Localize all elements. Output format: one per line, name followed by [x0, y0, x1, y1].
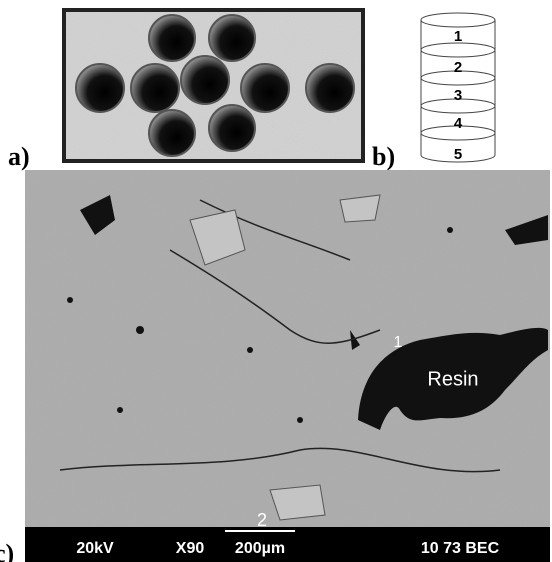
layer-number: 5	[454, 146, 462, 163]
annotation: 2	[257, 510, 267, 530]
layer-number: 3	[454, 87, 462, 104]
annotation: Resin	[427, 368, 478, 390]
magnification: X90	[176, 540, 205, 557]
layer-number: 4	[454, 115, 463, 132]
figure: a) 1 2 3 4 5 b)	[0, 0, 552, 562]
layer-number: 2	[454, 59, 462, 76]
info: 10 73 BEC	[421, 540, 500, 557]
scale: 200µm	[235, 540, 285, 557]
voltage: 20kV	[76, 540, 114, 557]
panel-a-photo	[62, 8, 365, 163]
annotation: 1	[394, 334, 403, 351]
panel-label: b)	[372, 142, 395, 171]
micrograph	[25, 170, 550, 562]
panel-label: a)	[8, 142, 30, 171]
layer-number: 1	[454, 28, 462, 45]
panel-label: c)	[0, 539, 14, 562]
